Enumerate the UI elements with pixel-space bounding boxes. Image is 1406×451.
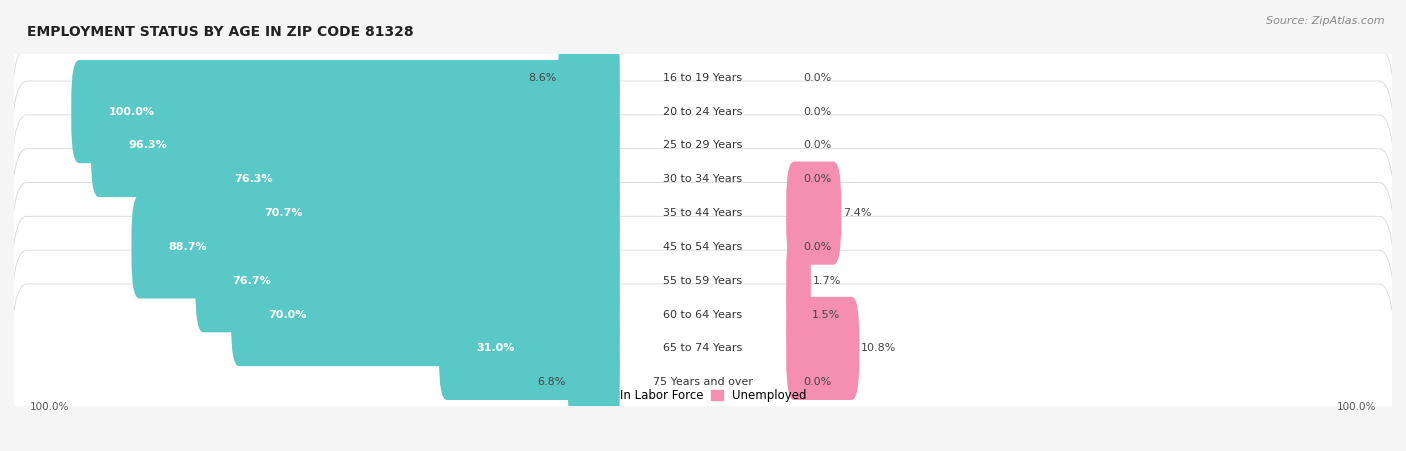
Text: 0.0%: 0.0% xyxy=(804,73,832,83)
Text: 20 to 24 Years: 20 to 24 Years xyxy=(664,106,742,117)
Text: 76.7%: 76.7% xyxy=(232,276,271,286)
FancyBboxPatch shape xyxy=(228,161,620,265)
FancyBboxPatch shape xyxy=(91,94,620,197)
FancyBboxPatch shape xyxy=(72,60,620,163)
Text: 75 Years and over: 75 Years and over xyxy=(652,377,754,387)
Legend: In Labor Force, Unemployed: In Labor Force, Unemployed xyxy=(595,385,811,407)
Text: 0.0%: 0.0% xyxy=(804,242,832,252)
FancyBboxPatch shape xyxy=(786,229,811,332)
Text: 0.0%: 0.0% xyxy=(804,377,832,387)
FancyBboxPatch shape xyxy=(439,297,620,400)
Text: 100.0%: 100.0% xyxy=(31,401,70,412)
Text: 45 to 54 Years: 45 to 54 Years xyxy=(664,242,742,252)
Text: 10.8%: 10.8% xyxy=(862,343,897,354)
FancyBboxPatch shape xyxy=(11,47,1395,244)
Text: 16 to 19 Years: 16 to 19 Years xyxy=(664,73,742,83)
FancyBboxPatch shape xyxy=(11,149,1395,345)
Text: 70.7%: 70.7% xyxy=(264,208,302,218)
FancyBboxPatch shape xyxy=(11,216,1395,413)
Text: 0.0%: 0.0% xyxy=(804,140,832,151)
FancyBboxPatch shape xyxy=(786,161,841,265)
FancyBboxPatch shape xyxy=(11,14,1395,210)
FancyBboxPatch shape xyxy=(11,0,1395,176)
Text: 8.6%: 8.6% xyxy=(529,73,557,83)
Text: 96.3%: 96.3% xyxy=(128,140,167,151)
Text: Source: ZipAtlas.com: Source: ZipAtlas.com xyxy=(1267,16,1385,26)
Text: 0.0%: 0.0% xyxy=(804,174,832,184)
Text: 100.0%: 100.0% xyxy=(108,106,155,117)
FancyBboxPatch shape xyxy=(231,263,620,366)
FancyBboxPatch shape xyxy=(786,263,810,366)
FancyBboxPatch shape xyxy=(195,229,620,332)
Text: 6.8%: 6.8% xyxy=(537,377,567,387)
FancyBboxPatch shape xyxy=(11,183,1395,379)
Text: 35 to 44 Years: 35 to 44 Years xyxy=(664,208,742,218)
Text: 65 to 74 Years: 65 to 74 Years xyxy=(664,343,742,354)
Text: 100.0%: 100.0% xyxy=(1336,401,1375,412)
Text: 88.7%: 88.7% xyxy=(169,242,207,252)
FancyBboxPatch shape xyxy=(132,195,620,299)
FancyBboxPatch shape xyxy=(198,128,620,231)
Text: 0.0%: 0.0% xyxy=(804,106,832,117)
Text: 7.4%: 7.4% xyxy=(844,208,872,218)
Text: 1.7%: 1.7% xyxy=(813,276,841,286)
FancyBboxPatch shape xyxy=(568,331,620,434)
Text: 25 to 29 Years: 25 to 29 Years xyxy=(664,140,742,151)
FancyBboxPatch shape xyxy=(558,26,620,129)
Text: 31.0%: 31.0% xyxy=(477,343,515,354)
FancyBboxPatch shape xyxy=(11,284,1395,451)
FancyBboxPatch shape xyxy=(11,81,1395,277)
FancyBboxPatch shape xyxy=(786,297,859,400)
Text: 60 to 64 Years: 60 to 64 Years xyxy=(664,309,742,320)
Text: EMPLOYMENT STATUS BY AGE IN ZIP CODE 81328: EMPLOYMENT STATUS BY AGE IN ZIP CODE 813… xyxy=(27,25,413,39)
Text: 30 to 34 Years: 30 to 34 Years xyxy=(664,174,742,184)
Text: 76.3%: 76.3% xyxy=(235,174,273,184)
FancyBboxPatch shape xyxy=(11,115,1395,311)
Text: 1.5%: 1.5% xyxy=(811,309,839,320)
FancyBboxPatch shape xyxy=(11,250,1395,446)
Text: 55 to 59 Years: 55 to 59 Years xyxy=(664,276,742,286)
Text: 70.0%: 70.0% xyxy=(269,309,307,320)
